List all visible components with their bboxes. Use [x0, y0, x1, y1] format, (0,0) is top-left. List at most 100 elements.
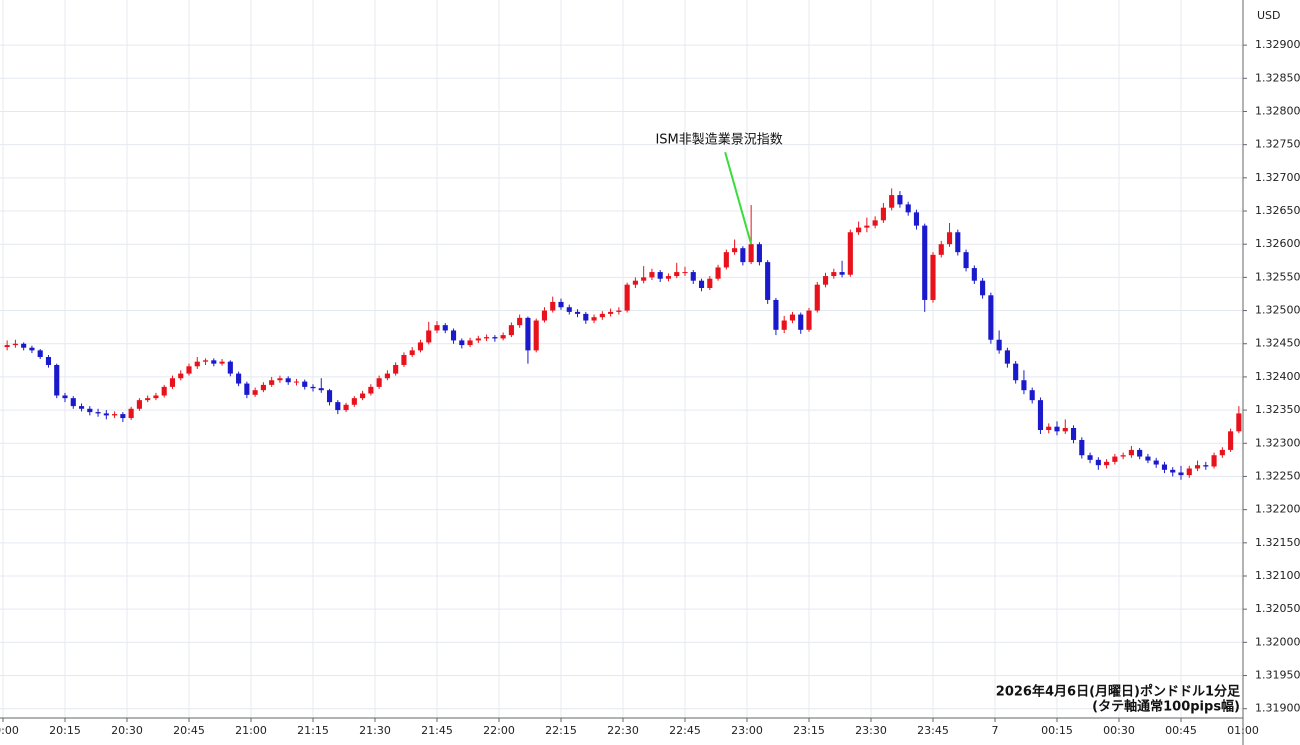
y-tick-label: 1.31950: [1255, 669, 1300, 682]
candle-body: [1046, 426, 1052, 431]
candle-body: [1178, 472, 1184, 476]
candle-body: [608, 311, 614, 314]
candle-body: [335, 402, 341, 411]
candle-body: [533, 320, 539, 351]
x-tick-label: 21:15: [297, 724, 329, 737]
candle-body: [484, 337, 490, 339]
annotations: ISM非製造業景況指数: [655, 132, 783, 245]
candle-body: [1137, 449, 1143, 457]
candle-body: [202, 360, 209, 362]
candle-body: [1062, 428, 1068, 432]
candle-body: [996, 339, 1002, 351]
candle-body: [1170, 469, 1176, 473]
candle-body: [1236, 413, 1242, 432]
candle-body: [657, 272, 663, 279]
x-tick-label: 22:45: [669, 724, 701, 737]
candle-body: [169, 378, 176, 387]
candle-body: [864, 225, 870, 228]
y-tick-label: 1.32500: [1255, 304, 1300, 317]
candle-body: [45, 357, 52, 365]
annotation-pointer: [724, 151, 753, 245]
candle-body: [574, 311, 581, 314]
y-tick-label: 1.32000: [1255, 635, 1300, 648]
candle-body: [62, 395, 68, 399]
candle-body: [698, 280, 705, 288]
candle-body: [682, 272, 688, 274]
candle-body: [781, 320, 787, 330]
candle-body: [227, 361, 233, 374]
candle-body: [1219, 449, 1225, 456]
candle-body: [161, 386, 167, 396]
candle-body: [930, 254, 936, 300]
y-tick-label: 1.32900: [1255, 38, 1300, 51]
candle-body: [128, 408, 134, 419]
candle-body: [442, 325, 448, 331]
candle-body: [269, 380, 275, 385]
candle-body: [426, 330, 432, 343]
x-tick-label: 23:15: [793, 724, 825, 737]
candle-body: [624, 284, 630, 311]
candle-body: [550, 301, 556, 311]
candle-body: [897, 195, 903, 205]
y-tick-label: 1.32650: [1255, 204, 1300, 217]
candle-body: [922, 225, 928, 300]
currency-label: USD: [1257, 9, 1281, 22]
y-tick-label: 1.32150: [1255, 536, 1300, 549]
candle-body: [37, 350, 43, 358]
candle-body: [384, 373, 390, 379]
candle-body: [70, 398, 76, 407]
x-tick-label: 21:45: [421, 724, 453, 737]
candle-body: [500, 335, 506, 339]
x-tick-label: 7: [992, 724, 999, 737]
candle-body: [153, 395, 159, 399]
grid: [0, 0, 1244, 718]
candle-body: [78, 406, 85, 409]
candle-body: [988, 295, 994, 340]
candle-body: [847, 232, 853, 275]
candle-body: [475, 338, 481, 341]
candle-body: [1029, 390, 1035, 401]
candle-body: [715, 267, 721, 279]
x-tick-label: 20:45: [173, 724, 205, 737]
x-tick-label: 20:00: [0, 724, 19, 737]
candle-body: [632, 280, 638, 285]
candle-body: [732, 248, 738, 253]
candle-body: [459, 340, 465, 346]
candle-body: [525, 317, 531, 351]
candle-body: [1095, 459, 1101, 466]
candle-body: [401, 355, 407, 365]
candle-body: [541, 310, 548, 321]
candle-body: [1228, 431, 1234, 450]
candle-body: [1112, 456, 1118, 462]
candle-body: [905, 204, 911, 213]
candle-body: [219, 361, 225, 364]
candle-body: [29, 347, 35, 351]
candle-body: [136, 400, 142, 409]
y-tick-label: 1.31900: [1255, 702, 1300, 715]
x-tick-label: 01:00: [1227, 724, 1259, 737]
candle-body: [409, 350, 415, 356]
x-tick-label: 00:15: [1041, 724, 1073, 737]
candle-body: [318, 388, 324, 391]
candle-body: [789, 314, 796, 321]
candle-body: [765, 262, 771, 300]
x-tick-label: 22:30: [607, 724, 639, 737]
y-tick-label: 1.32700: [1255, 171, 1300, 184]
candle-body: [616, 310, 622, 312]
candle-body: [641, 277, 647, 281]
x-tick-label: 20:15: [49, 724, 81, 737]
x-tick-label: 23:30: [855, 724, 887, 737]
candle-body: [302, 381, 308, 387]
y-tick-label: 1.32600: [1255, 237, 1300, 250]
candle-body: [211, 360, 217, 364]
y-tick-label: 1.32050: [1255, 602, 1300, 615]
candle-body: [773, 299, 779, 330]
candle-body: [1211, 455, 1217, 467]
candle-body: [1070, 428, 1077, 440]
y-tick-label: 1.32750: [1255, 138, 1300, 151]
annotation-label: ISM非製造業景況指数: [655, 132, 782, 148]
candle-body: [417, 342, 424, 351]
candle-body: [434, 325, 440, 331]
y-tick-label: 1.32800: [1255, 104, 1300, 117]
